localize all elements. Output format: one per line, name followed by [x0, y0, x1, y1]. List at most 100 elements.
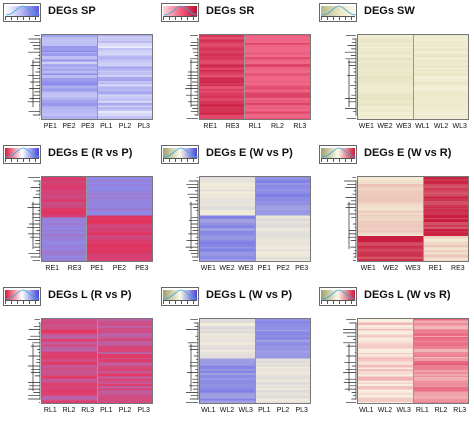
- heatmap-body: [357, 318, 469, 404]
- color-key-density-curve: [5, 5, 40, 16]
- color-key-gradient: [5, 6, 39, 16]
- heatmap-column: [200, 35, 222, 119]
- column-label: PE1: [257, 265, 271, 272]
- column-label: WL2: [219, 407, 235, 414]
- color-key-density-curve: [5, 289, 40, 300]
- dendrogram-branches: [27, 177, 41, 261]
- dendrogram-branches: [27, 319, 41, 403]
- heatmap-column: [266, 35, 289, 119]
- color-key-legend: [161, 287, 199, 306]
- color-key-ticks: [163, 17, 197, 20]
- column-label: WL1: [359, 407, 374, 414]
- color-key-ticks: [163, 301, 197, 304]
- chart-title: DEGs SR: [206, 5, 255, 17]
- column-label: PL1: [100, 123, 113, 130]
- heatmap-column: [423, 177, 447, 261]
- heatmap-column: [108, 177, 131, 261]
- heatmap-column: [221, 35, 244, 119]
- column-labels: RE1 RE3 PE1 PE2 PE3: [41, 265, 153, 272]
- row-dendrogram: [185, 35, 199, 119]
- density-line: [5, 289, 40, 300]
- heatmap-column: [358, 177, 380, 261]
- heatmap-column: [78, 35, 97, 119]
- color-key-legend: [319, 287, 357, 306]
- color-key-ticks: [321, 17, 355, 20]
- heatmap-body: [357, 34, 469, 120]
- density-line: [321, 5, 356, 16]
- column-labels: PE1 PE2 PE3 PL1 PL2 PL3: [41, 123, 153, 130]
- column-label: RE3: [225, 123, 240, 130]
- heatmap-panel: DEGs L (W vs P) WL1 WL2 WL3 PL1 PL2 PL3: [161, 284, 311, 424]
- column-label: RL2: [434, 407, 448, 414]
- heatmap-column: [60, 319, 79, 403]
- column-label: PL2: [118, 123, 132, 130]
- dendrogram-branches: [185, 319, 199, 403]
- heatmap-column: [401, 177, 424, 261]
- column-labels: RE1 RE3 RL1 RL2 RL3: [199, 123, 311, 130]
- column-label: PL3: [137, 123, 150, 130]
- heatmap-column: [96, 35, 116, 119]
- column-label: PE2: [276, 265, 290, 272]
- column-label: WE1: [360, 265, 376, 272]
- column-label: RL1: [415, 407, 429, 414]
- heatmap-column: [115, 319, 134, 403]
- heatmap-column: [96, 319, 116, 403]
- heatmap-column: [78, 319, 97, 403]
- column-label: PL2: [276, 407, 290, 414]
- column-label: PL3: [137, 407, 150, 414]
- row-dendrogram: [185, 177, 199, 261]
- heatmap-panel: DEGs E (W vs P) WE1 WE2 WE3 PE1 PE2 PE3: [161, 142, 311, 282]
- heatmap-column: [42, 319, 61, 403]
- heatmap-column: [449, 319, 468, 403]
- heatmap-columns: [42, 319, 152, 403]
- heatmap-panel: DEGs E (R vs P) RE1 RE3 PE1 PE2 PE3: [3, 142, 153, 282]
- heatmap-column: [63, 177, 86, 261]
- heatmap-columns: [200, 319, 310, 403]
- column-label: PL1: [258, 407, 271, 414]
- heatmap-column: [218, 319, 237, 403]
- color-key-ticks: [5, 159, 39, 162]
- column-label: WE2: [377, 123, 393, 130]
- heatmap-column: [115, 35, 134, 119]
- heatmap-columns: [200, 177, 310, 261]
- heatmap-column: [133, 35, 152, 119]
- column-labels: WL1 WL2 WL3 PL1 PL2 PL3: [199, 407, 311, 414]
- column-labels: WL1 WL2 WL3 RL1 RL2 RL3: [357, 407, 469, 414]
- column-label: RE3: [67, 265, 82, 272]
- column-label: RL3: [293, 123, 307, 130]
- heatmap-column: [133, 319, 152, 403]
- color-key-density-curve: [321, 5, 356, 16]
- chart-title: DEGs L (W vs R): [364, 289, 451, 301]
- column-label: RE1: [45, 265, 60, 272]
- color-key-density-curve: [321, 147, 356, 158]
- color-key-axis: [321, 300, 355, 305]
- heatmap-columns: [358, 177, 468, 261]
- color-key-gradient: [5, 290, 39, 300]
- heatmap-column: [394, 35, 413, 119]
- color-key-legend: [319, 3, 357, 22]
- row-dendrogram: [27, 177, 41, 261]
- heatmap-column: [376, 35, 395, 119]
- heatmap-column: [379, 177, 402, 261]
- heatmap-column: [273, 177, 292, 261]
- density-line: [163, 5, 198, 16]
- column-label: WE2: [219, 265, 235, 272]
- heatmap-columns: [358, 319, 468, 403]
- column-label: RL2: [62, 407, 76, 414]
- color-key-density-curve: [163, 147, 198, 158]
- column-label: RE1: [203, 123, 218, 130]
- color-key-gradient: [163, 6, 197, 16]
- color-key-gradient: [163, 290, 197, 300]
- column-label: WL2: [377, 407, 393, 414]
- color-key-axis: [163, 158, 197, 163]
- heatmap-column: [200, 319, 219, 403]
- heatmap-column: [85, 177, 109, 261]
- color-key-axis: [321, 158, 355, 163]
- row-dendrogram: [27, 319, 41, 403]
- dendrogram-branches: [185, 35, 199, 119]
- heatmap-column: [431, 35, 450, 119]
- column-labels: WE1 WE2 WE3 RE1 RE3: [357, 265, 469, 272]
- heatmap-column: [254, 177, 274, 261]
- color-key-gradient: [321, 148, 355, 158]
- heatmap-column: [236, 319, 255, 403]
